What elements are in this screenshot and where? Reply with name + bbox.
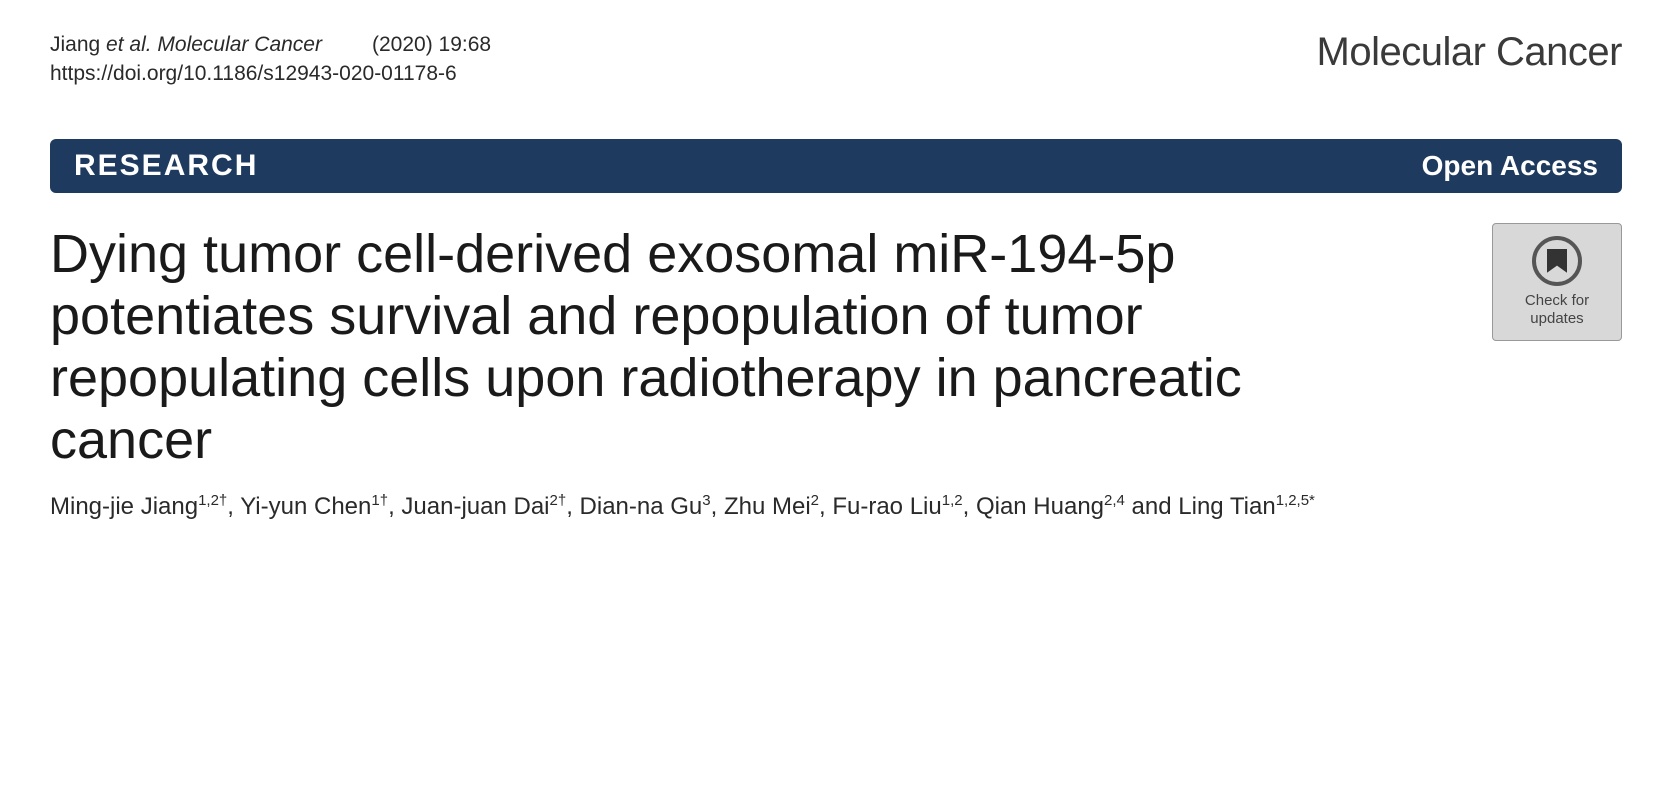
check-updates-text: Check for updates	[1525, 292, 1589, 328]
article-title: Dying tumor cell-derived exosomal miR-19…	[50, 223, 1350, 471]
author-name: Qian Huang	[976, 493, 1104, 520]
author-affiliation: 1,2	[942, 492, 963, 509]
author-affiliation: 1,2,5*	[1276, 492, 1315, 509]
author: Dian-na Gu3	[580, 493, 711, 520]
author-name: Juan-juan Dai	[401, 493, 549, 520]
authors-list: Ming-jie Jiang1,2†, Yi-yun Chen1†, Juan-…	[50, 489, 1500, 525]
citation-year-issue: (2020) 19:68	[372, 30, 491, 59]
author-affiliation: 2	[811, 492, 819, 509]
author: Qian Huang2,4	[976, 493, 1125, 520]
citation-authors-journal: Jiang et al. Molecular Cancer	[50, 30, 322, 59]
check-updates-badge[interactable]: Check for updates	[1492, 223, 1622, 341]
author: Ming-jie Jiang1,2†	[50, 493, 227, 520]
check-updates-line2: updates	[1530, 310, 1583, 327]
author-name: Ming-jie Jiang	[50, 493, 198, 520]
citation-line1: Jiang et al. Molecular Cancer (2020) 19:…	[50, 30, 491, 59]
title-row: Dying tumor cell-derived exosomal miR-19…	[50, 223, 1622, 471]
author: Juan-juan Dai2†	[401, 493, 566, 520]
author-affiliation: 2,4	[1104, 492, 1125, 509]
author-name: Ling Tian	[1178, 493, 1275, 520]
author: Yi-yun Chen1†	[240, 493, 388, 520]
author-affiliation: 3	[702, 492, 710, 509]
author: Ling Tian1,2,5*	[1178, 493, 1315, 520]
author-name: Yi-yun Chen	[240, 493, 371, 520]
citation-block: Jiang et al. Molecular Cancer (2020) 19:…	[50, 30, 491, 89]
header-row: Jiang et al. Molecular Cancer (2020) 19:…	[50, 30, 1622, 89]
author-affiliation: 2†	[550, 492, 567, 509]
article-category: RESEARCH	[74, 149, 258, 183]
author-affiliation: 1†	[371, 492, 388, 509]
bookmark-icon	[1547, 249, 1567, 273]
author-affiliation: 1,2†	[198, 492, 227, 509]
journal-name: Molecular Cancer	[1317, 30, 1622, 75]
open-access-label: Open Access	[1422, 150, 1598, 182]
author: Fu-rao Liu1,2	[832, 493, 962, 520]
author-name: Fu-rao Liu	[832, 493, 941, 520]
citation-first-author: Jiang	[50, 33, 100, 56]
citation-doi[interactable]: https://doi.org/10.1186/s12943-020-01178…	[50, 59, 491, 88]
category-banner: RESEARCH Open Access	[50, 139, 1622, 193]
author-name: Zhu Mei	[724, 493, 811, 520]
author: Zhu Mei2	[724, 493, 819, 520]
check-updates-line1: Check for	[1525, 292, 1589, 309]
citation-et-al: et al. Molecular Cancer	[106, 33, 322, 56]
author-name: Dian-na Gu	[580, 493, 703, 520]
crossmark-icon	[1532, 236, 1582, 286]
